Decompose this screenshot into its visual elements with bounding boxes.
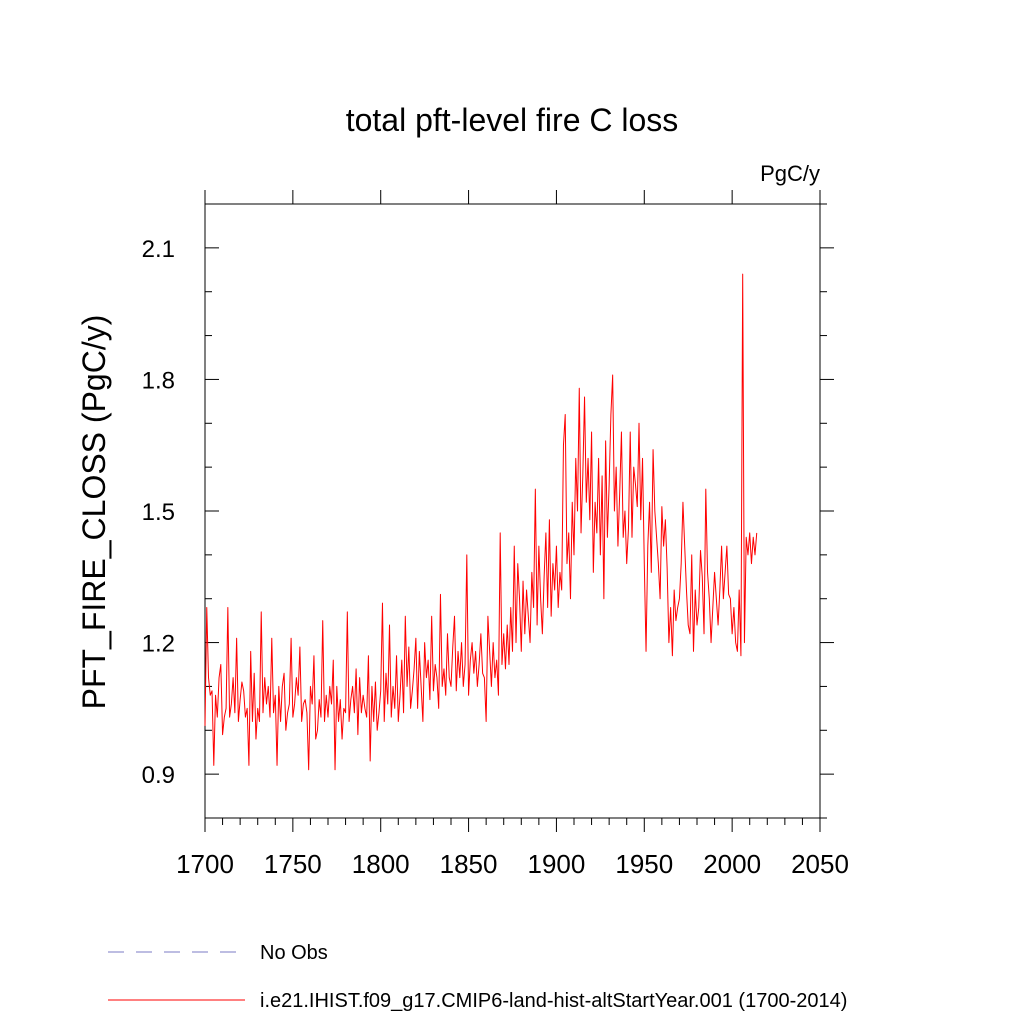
- x-tick-label: 1700: [176, 849, 234, 879]
- legend-label: No Obs: [260, 942, 328, 964]
- x-tick-label: 1800: [352, 849, 410, 879]
- x-tick-label: 2000: [703, 849, 761, 879]
- legend: No Obs i.e21.IHIST.f09_g17.CMIP6-land-his…: [108, 942, 847, 1012]
- x-tick-label: 1950: [615, 849, 673, 879]
- series-group: [204, 273, 758, 771]
- chart-title: total pft-level fire C loss: [346, 102, 679, 138]
- y-tick-label: 0.9: [142, 762, 175, 789]
- y-tick-label: 1.8: [142, 367, 175, 394]
- series-line: [204, 273, 758, 771]
- y-tick-label: 1.5: [142, 499, 175, 526]
- y-tick-label: 1.2: [142, 631, 175, 658]
- plot-frame: [204, 203, 821, 819]
- units-label: PgC/y: [760, 161, 820, 186]
- x-tick-label: 1900: [528, 849, 586, 879]
- legend-label: i.e21.IHIST.f09_g17.CMIP6-land-hist-altS…: [260, 990, 847, 1012]
- y-axis-label: PFT_FIRE_CLOSS (PgC/y): [76, 315, 112, 710]
- x-tick-label: 1750: [264, 849, 322, 879]
- x-tick-label: 2050: [791, 849, 849, 879]
- x-tick-label: 1850: [440, 849, 498, 879]
- y-tick-label: 2.1: [142, 236, 175, 263]
- x-axis: 1700 1750 1800 1850 1900 1950 2000 2050: [176, 190, 849, 879]
- y-axis: 0.9 1.2 1.5 1.8 2.1: [142, 203, 834, 819]
- plot-border: [204, 203, 821, 819]
